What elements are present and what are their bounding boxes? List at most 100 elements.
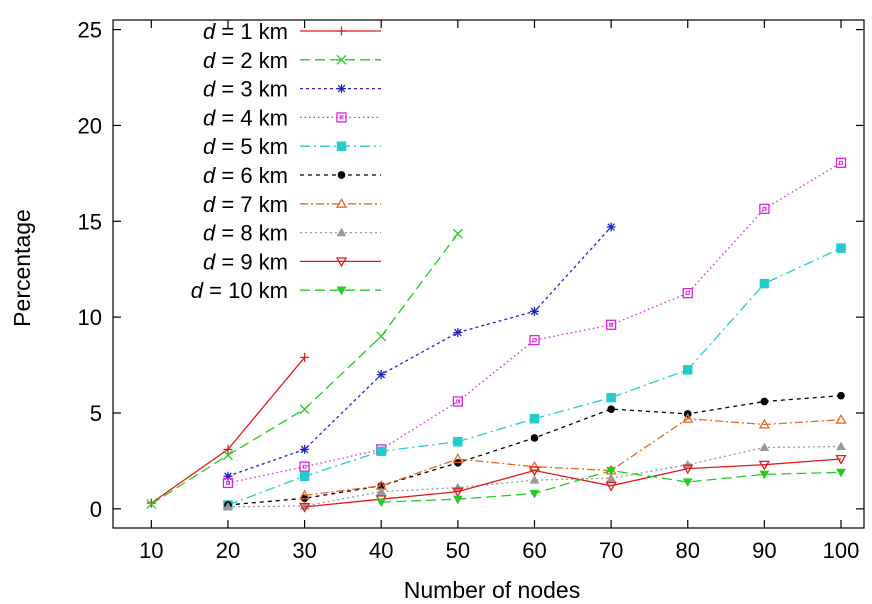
legend-marker: [337, 26, 346, 36]
x-tick-label: 50: [446, 538, 470, 563]
data-point: [758, 460, 770, 471]
legend-marker: [336, 286, 347, 296]
legend-variable: d: [203, 134, 216, 159]
data-point: [835, 157, 847, 168]
legend-item: d = 8 km: [203, 221, 381, 246]
legend-variable: d: [203, 77, 216, 102]
x-tick-label: 60: [522, 538, 546, 563]
data-point: [453, 327, 463, 337]
legend-label: d = 8 km: [203, 221, 288, 246]
data-point: [836, 468, 846, 478]
data-point: [759, 203, 770, 214]
data-point: [223, 501, 233, 511]
data-point: [606, 466, 617, 476]
legend-value: = 2 km: [215, 48, 288, 73]
legend-value: = 5 km: [215, 134, 288, 159]
legend-marker: [336, 227, 347, 237]
legend-label: d = 1 km: [203, 19, 288, 44]
data-point: [529, 489, 540, 499]
series-line: [150, 233, 459, 505]
data-point: [528, 466, 541, 477]
legend-label: d = 9 km: [203, 249, 288, 274]
legend-value: = 10 km: [203, 278, 288, 303]
legend-value: = 4 km: [215, 105, 288, 130]
data-point: [836, 243, 846, 253]
series-line: [227, 226, 612, 477]
series-3: [223, 222, 616, 481]
x-tick-label: 30: [292, 538, 316, 563]
data-point: [300, 444, 310, 454]
data-point: [682, 412, 694, 423]
y-tick-label: 25: [78, 18, 102, 43]
data-point: [223, 471, 233, 481]
data-point: [759, 278, 770, 289]
legend-label: d = 5 km: [203, 134, 288, 159]
data-point: [452, 487, 464, 498]
data-point: [529, 475, 540, 484]
data-point: [376, 446, 386, 457]
data-point: [452, 228, 463, 239]
x-tick-label: 100: [823, 538, 860, 563]
series-6: [224, 391, 845, 509]
series-line: [304, 418, 842, 497]
legend-item: d = 2 km: [203, 48, 381, 73]
y-tick-label: 0: [90, 497, 102, 522]
legend-marker: [335, 197, 348, 208]
legend-item: d = 9 km: [203, 249, 381, 274]
data-point: [529, 334, 540, 346]
x-axis-title: Number of nodes: [404, 577, 580, 603]
data-point: [606, 222, 616, 232]
data-point: [682, 288, 693, 299]
legend-value: = 3 km: [215, 77, 288, 102]
data-point: [682, 478, 693, 487]
legend-label: d = 2 km: [203, 48, 288, 73]
legend-item: d = 7 km: [203, 192, 381, 217]
data-point: [835, 454, 847, 465]
y-tick-label: 15: [78, 209, 102, 234]
y-tick-label: 10: [78, 305, 102, 330]
series-line: [304, 458, 842, 508]
data-point: [606, 392, 616, 403]
legend-variable: d: [191, 278, 204, 303]
legend-value: = 6 km: [215, 163, 288, 188]
axes: 10 20 30 40 50 60 70 80 90 100 0 5 10 15 20 25: [78, 18, 865, 563]
y-axis-title: Percentage: [9, 209, 35, 327]
data-point: [605, 481, 617, 492]
legend: d = 1 kmd = 2 kmd = 3 kmd = 4 kmd = 5 km…: [191, 19, 381, 303]
series-line: [227, 445, 842, 508]
data-point: [222, 477, 234, 489]
legend-value: = 9 km: [215, 249, 288, 274]
x-tick-label: 80: [676, 538, 700, 563]
legend-item: d = 3 km: [203, 77, 381, 102]
data-point: [376, 370, 386, 380]
data-point: [146, 499, 157, 509]
x-tick-label: 90: [752, 538, 776, 563]
legend-marker: [335, 257, 348, 268]
data-point: [759, 470, 770, 480]
legend-variable: d: [203, 48, 216, 73]
x-tick-label: 10: [139, 538, 163, 563]
x-tick-label: 40: [369, 538, 393, 563]
y-tick-label: 5: [90, 401, 102, 426]
legend-variable: d: [203, 221, 216, 246]
legend-label: d = 7 km: [203, 192, 288, 217]
legend-variable: d: [203, 163, 216, 188]
legend-label: d = 3 km: [203, 77, 288, 102]
data-point: [222, 450, 233, 461]
plot-frame: [112, 19, 865, 529]
legend-marker: [337, 84, 346, 94]
x-tick-label: 20: [216, 538, 240, 563]
data-point: [835, 413, 847, 424]
data-point: [605, 319, 617, 330]
data-point: [298, 489, 311, 500]
legend-variable: d: [203, 105, 216, 130]
legend-marker: [336, 54, 347, 65]
legend-value: = 8 km: [215, 221, 288, 246]
legend-variable: d: [203, 19, 216, 44]
legend-item: d = 4 km: [203, 105, 381, 130]
legend-item: d = 6 km: [203, 163, 381, 188]
legend-variable: d: [203, 249, 216, 274]
legend-value: = 7 km: [215, 192, 288, 217]
series-2: [146, 228, 463, 509]
